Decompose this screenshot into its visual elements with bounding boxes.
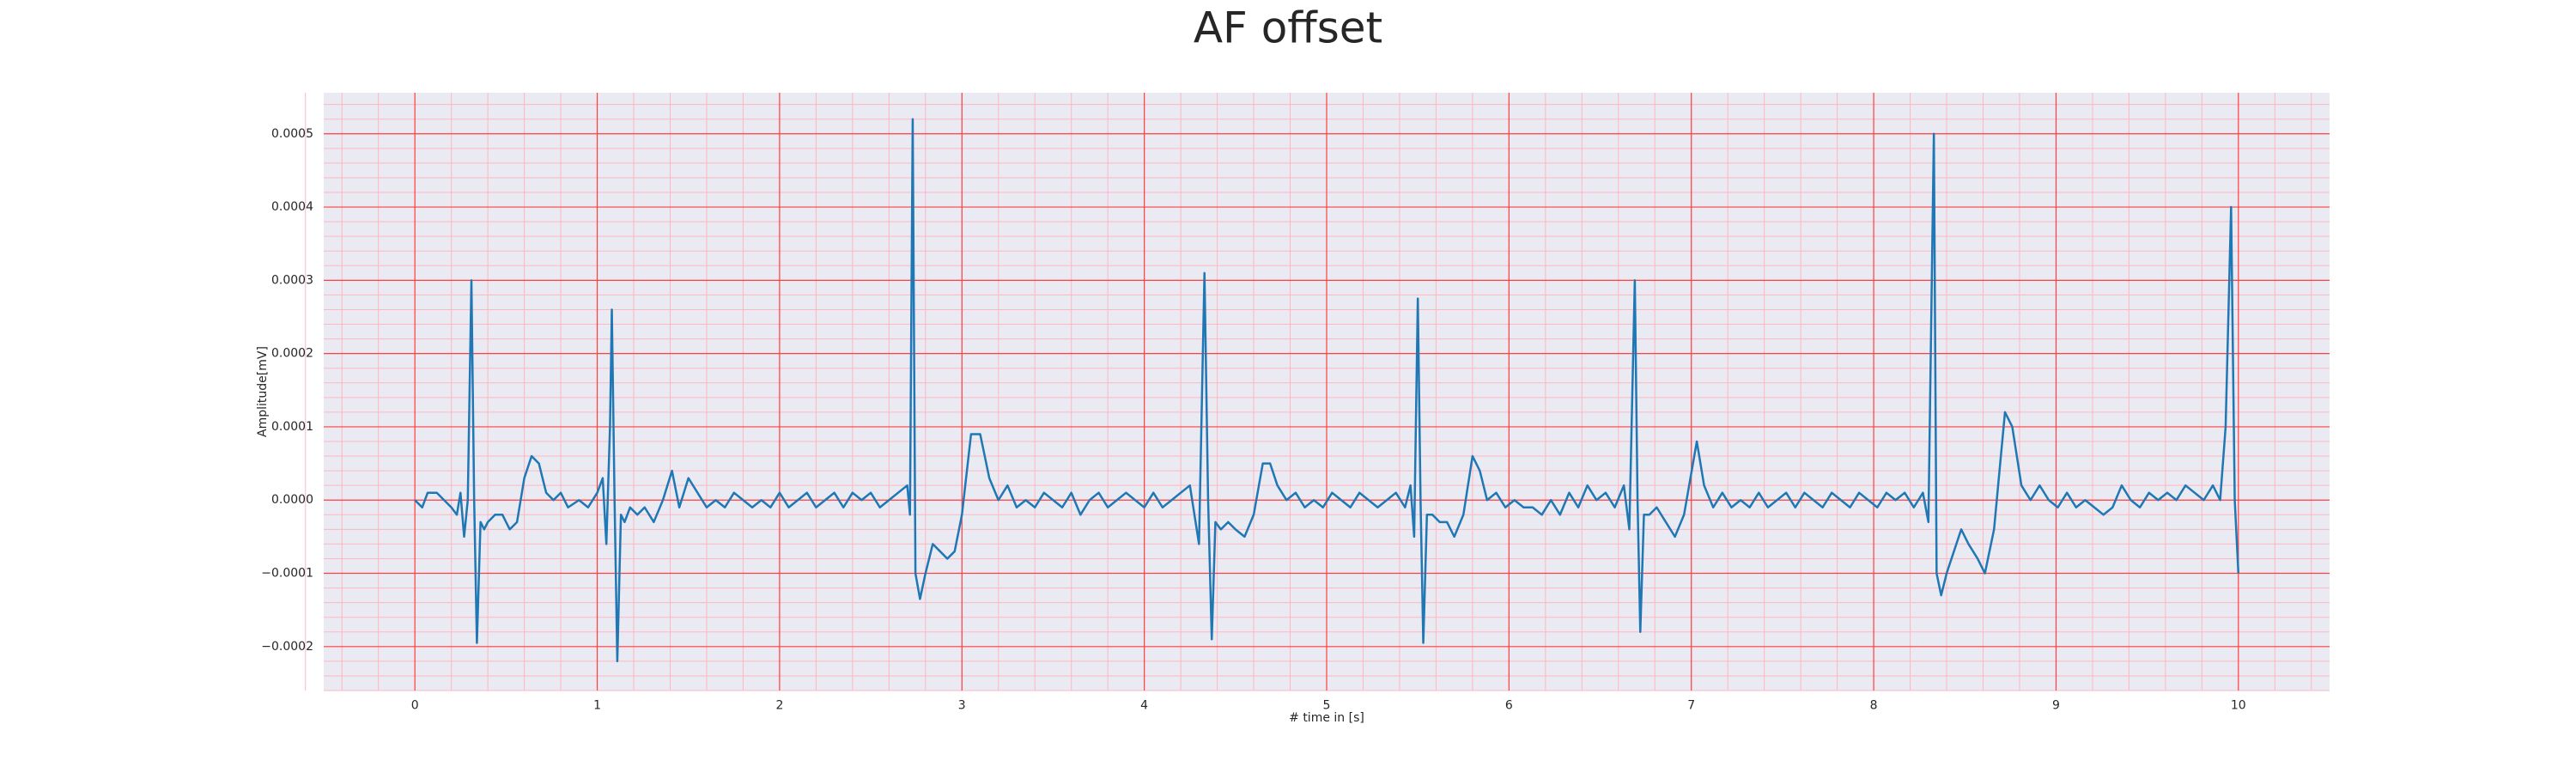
x-tick-label: 8 bbox=[1870, 699, 1878, 713]
x-tick-label: 7 bbox=[1687, 699, 1695, 713]
x-tick-label: 1 bbox=[593, 699, 601, 713]
line-series bbox=[414, 118, 2240, 663]
x-tick-label: 9 bbox=[2052, 699, 2060, 713]
x-axis-label: # time in [s] bbox=[1289, 711, 1364, 725]
x-tick-label: 5 bbox=[1323, 699, 1331, 713]
y-tick-label: 0.0004 bbox=[271, 200, 313, 214]
x-tick-label: 4 bbox=[1140, 699, 1148, 713]
x-tick-label: 3 bbox=[958, 699, 966, 713]
chart-title: AF offset bbox=[1194, 3, 1382, 53]
y-tick-label: 0.0003 bbox=[271, 273, 313, 287]
y-tick-label: 0.0001 bbox=[271, 420, 313, 434]
y-axis-label: Amplitude[mV] bbox=[256, 346, 270, 437]
x-tick-label: 10 bbox=[2231, 699, 2246, 713]
y-tick-label: 0.0002 bbox=[271, 347, 313, 361]
x-tick-label: 0 bbox=[411, 699, 419, 713]
x-tick-label: 2 bbox=[775, 699, 783, 713]
y-tick-label: −0.0002 bbox=[261, 640, 313, 654]
x-tick-label: 6 bbox=[1505, 699, 1513, 713]
y-tick-label: −0.0001 bbox=[261, 567, 313, 581]
y-tick-label: 0.0005 bbox=[271, 127, 313, 141]
y-tick-label: 0.0000 bbox=[271, 493, 313, 507]
